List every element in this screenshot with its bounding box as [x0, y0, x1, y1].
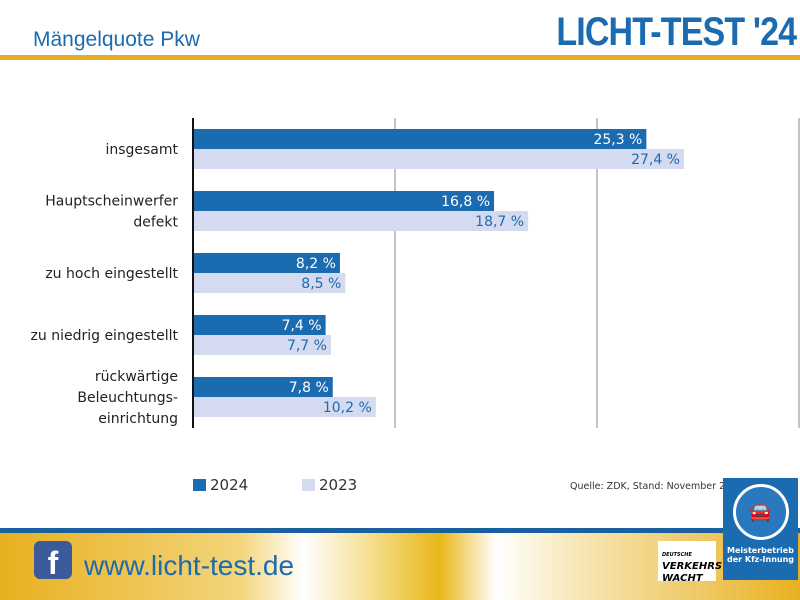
- source-note: Quelle: ZDK, Stand: November 2024: [570, 481, 744, 492]
- vw-text: VERKEHRS WACHT: [662, 561, 723, 584]
- bar-chart: 25,3 % 27,4 % insgesamt 16,8 % 18,7 % Hauptsc…: [31, 118, 800, 428]
- data-label: 8,2 %: [296, 256, 336, 272]
- data-label: 25,3 %: [593, 132, 642, 148]
- bar-2024: [193, 129, 647, 149]
- data-label: 7,7 %: [287, 338, 327, 354]
- vw-small: DEUTSCHE: [662, 552, 692, 558]
- kfz-text: Meisterbetrieb der Kfz-Innung: [726, 546, 795, 564]
- category-label: einrichtung: [98, 411, 178, 427]
- legend-item-2024: 2024: [193, 476, 248, 494]
- legend-label: 2024: [210, 476, 249, 494]
- data-label: 8,5 %: [301, 276, 341, 292]
- category-label: Beleuchtungs-: [77, 390, 178, 406]
- category-label: defekt: [133, 215, 178, 231]
- category-label: zu niedrig eingestellt: [31, 328, 179, 344]
- chart-title: Mängelquote Pkw: [33, 28, 200, 51]
- data-label: 7,4 %: [282, 318, 322, 334]
- category-label: rückwärtige: [95, 369, 178, 385]
- data-label: 16,8 %: [441, 194, 490, 210]
- legend-item-2023: 2023: [302, 476, 357, 494]
- category-label: Hauptscheinwerfer: [45, 194, 178, 210]
- header-divider: [0, 55, 800, 60]
- legend-swatch: [302, 479, 315, 491]
- bar-2024: [193, 377, 333, 397]
- category-label: zu hoch eingestellt: [45, 266, 178, 282]
- legend-label: 2023: [319, 476, 358, 494]
- category-label: insgesamt: [105, 142, 178, 158]
- bar-2023: [193, 149, 685, 169]
- bar-2023: [193, 335, 331, 355]
- bar-2023: [193, 273, 346, 293]
- kfz-innung-logo: 🚘 Meisterbetrieb der Kfz-Innung: [723, 478, 798, 580]
- brand-logo: LICHT-TEST '24: [556, 10, 797, 54]
- data-label: 7,8 %: [289, 380, 329, 396]
- bar-2023: [193, 211, 529, 231]
- data-label: 27,4 %: [631, 152, 680, 168]
- data-label: 18,7 %: [475, 214, 524, 230]
- data-label: 10,2 %: [323, 400, 372, 416]
- verkehrswacht-logo: DEUTSCHE VERKEHRS WACHT: [658, 541, 722, 584]
- facebook-icon[interactable]: f: [34, 541, 72, 581]
- website-link[interactable]: www.licht-test.de: [84, 550, 295, 581]
- bar-2024: [193, 191, 495, 211]
- bar-2023: [193, 397, 376, 417]
- bar-2024: [193, 253, 340, 273]
- car-icon: 🚘: [732, 484, 789, 540]
- footer-divider: [0, 528, 800, 533]
- legend-swatch: [193, 479, 206, 491]
- bar-2024: [193, 315, 326, 335]
